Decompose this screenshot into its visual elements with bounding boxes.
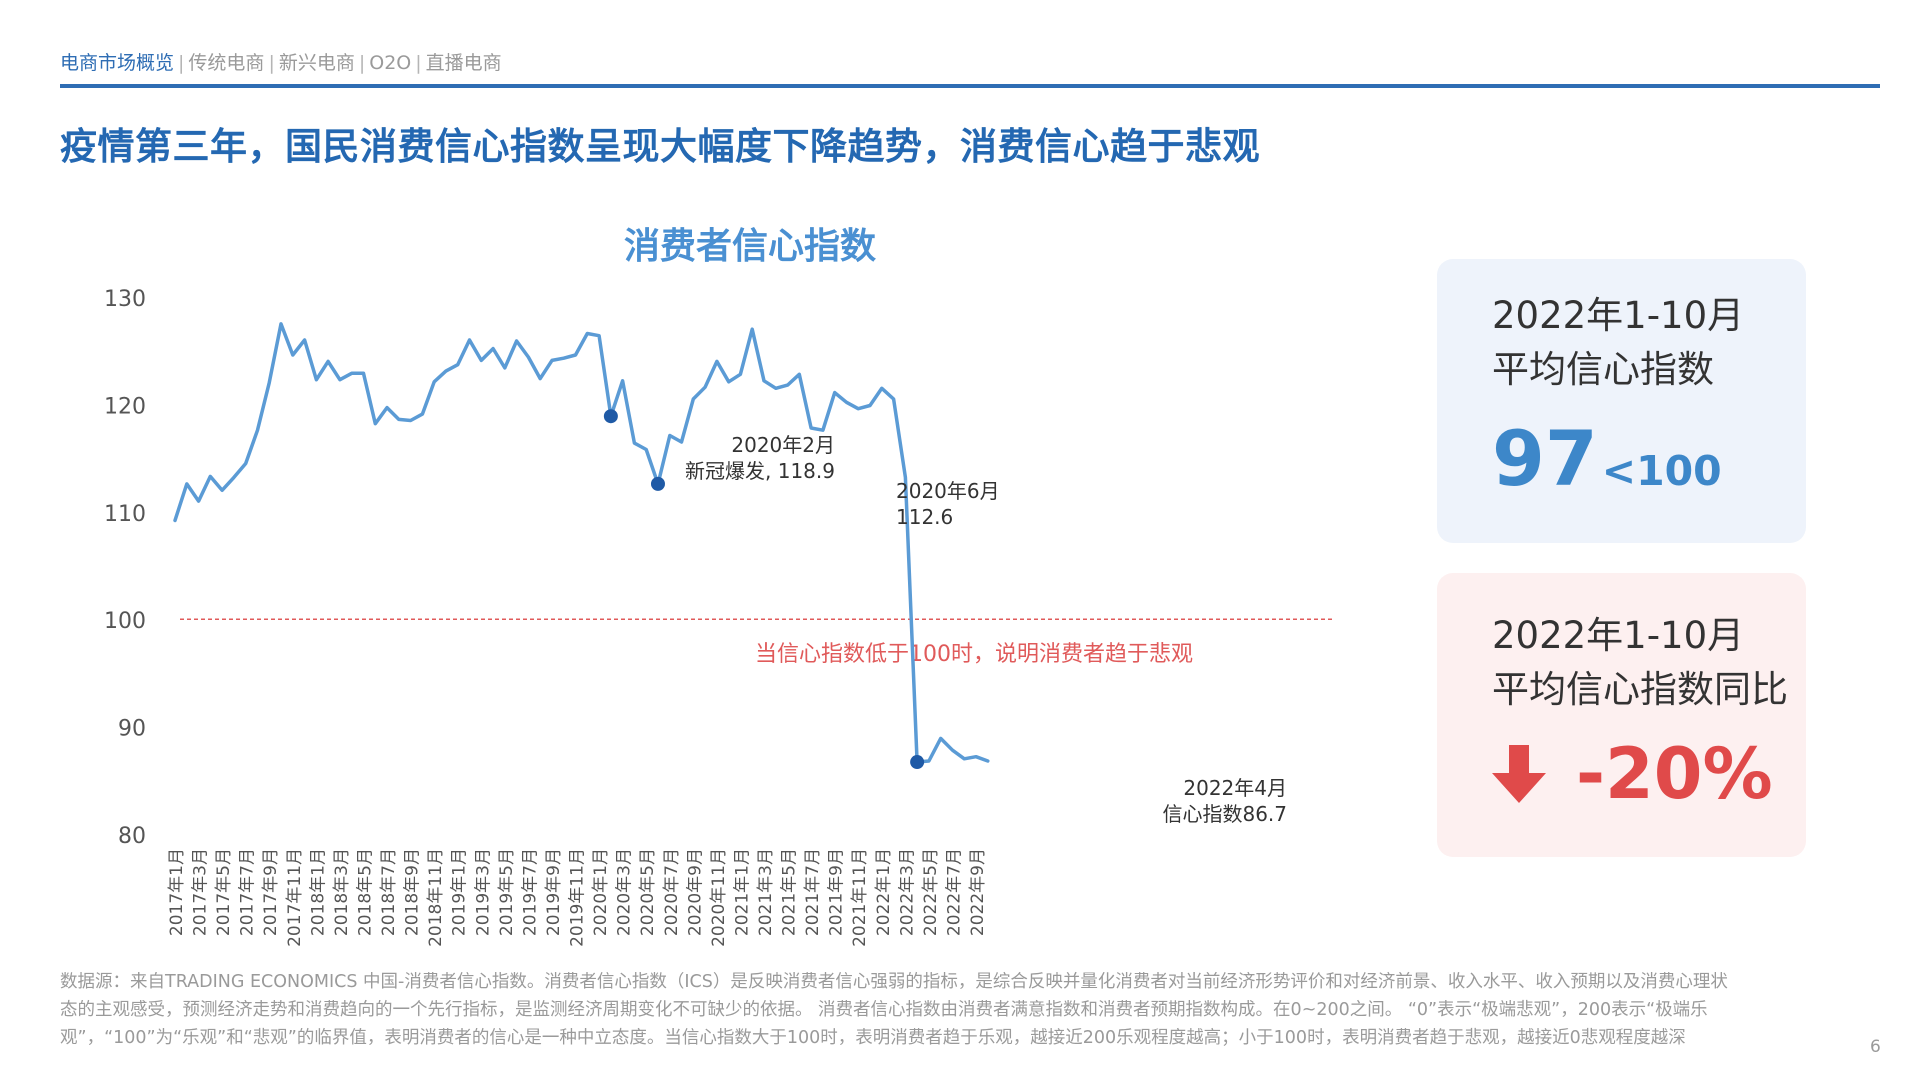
x-tick-label: 2020年11月 — [709, 848, 729, 947]
series-line — [173, 322, 990, 764]
x-tick-label: 2022年7月 — [944, 848, 964, 936]
annotation-label: 信心指数86.7 — [1162, 802, 1287, 826]
x-tick-label: 2021年3月 — [756, 848, 776, 936]
page-number: 6 — [1870, 1037, 1881, 1057]
x-tick-label: 2017年1月 — [167, 848, 187, 936]
annotation-label: 112.6 — [896, 505, 953, 529]
x-tick-label: 2018年3月 — [332, 848, 352, 936]
x-tick-label: 2022年3月 — [897, 848, 917, 936]
nav-item-4[interactable]: 直播电商 — [425, 52, 502, 74]
header-rule — [60, 84, 1880, 88]
x-tick-label: 2017年5月 — [214, 848, 234, 936]
x-tick-label: 2018年5月 — [355, 848, 375, 936]
arrow-down-icon — [1492, 745, 1546, 803]
x-tick-label: 2017年7月 — [238, 848, 258, 936]
x-tick-label: 2022年9月 — [968, 848, 988, 936]
change-card-label-line1: 2022年1-10月 — [1492, 614, 1745, 657]
average-card-label-line2: 平均信心指数 — [1492, 348, 1714, 391]
nav-separator: | — [178, 52, 185, 74]
average-index-card: 2022年1-10月 平均信心指数 97<100 — [1437, 259, 1806, 543]
annotation-label: 新冠爆发, 118.9 — [685, 459, 835, 483]
average-card-label: 2022年1-10月 平均信心指数 — [1492, 289, 1744, 397]
annotation-label: 2020年6月 — [896, 479, 1000, 503]
nav-item-3[interactable]: O2O — [369, 52, 412, 74]
x-tick-label: 2019年1月 — [450, 848, 470, 936]
x-tick-label: 2019年11月 — [568, 848, 588, 947]
nav-separator: | — [358, 52, 366, 74]
change-number: -20% — [1576, 733, 1773, 815]
nav-item-0[interactable]: 电商市场概览 — [60, 52, 175, 74]
chart-title: 消费者信心指数 — [624, 226, 876, 267]
x-tick-label: 2021年11月 — [850, 848, 870, 947]
average-value: 97<100 — [1492, 414, 1722, 503]
page-headline: 疫情第三年，国民消费信心指数呈现大幅度下降趋势，消费信心趋于悲观 — [60, 125, 1260, 168]
x-tick-label: 2020年1月 — [591, 848, 611, 936]
x-tick-label: 2020年3月 — [615, 848, 635, 936]
y-tick-label: 90 — [118, 717, 146, 742]
x-tick-label: 2017年11月 — [285, 848, 305, 947]
average-number: 97 — [1492, 414, 1598, 503]
x-tick-label: 2018年11月 — [426, 848, 446, 947]
x-tick-label: 2019年3月 — [473, 848, 493, 936]
change-value: -20% — [1492, 733, 1773, 815]
x-tick-label: 2021年1月 — [732, 848, 752, 936]
nav-separator: | — [415, 52, 422, 74]
x-tick-label: 2019年5月 — [497, 848, 517, 936]
x-tick-label: 2020年9月 — [685, 848, 705, 936]
x-tick-label: 2022年5月 — [921, 848, 941, 936]
source-note: 数据源：来自TRADING ECONOMICS 中国-消费者信心指数。消费者信心… — [60, 972, 1728, 1048]
x-tick-label: 2019年7月 — [520, 848, 540, 936]
x-tick-label: 2018年9月 — [403, 848, 423, 936]
nav-separator: | — [268, 52, 275, 74]
x-tick-label: 2017年9月 — [261, 848, 281, 936]
x-tick-label: 2021年5月 — [780, 848, 800, 936]
x-tick-label: 2021年9月 — [827, 848, 847, 936]
top-nav: 电商市场概览 | 传统电商 | 新兴电商 | O2O | 直播电商 — [60, 48, 502, 75]
nav-item-2[interactable]: 新兴电商 — [278, 52, 355, 74]
y-tick-label: 100 — [104, 609, 146, 634]
yoy-change-card: 2022年1-10月 平均信心指数同比 -20% — [1437, 573, 1806, 857]
change-card-label-line2: 平均信心指数同比 — [1492, 668, 1788, 711]
consumer-confidence-chart: 消费者信心指数 130 120 110 100 90 80 当信心指数低于100时，说明消费者… — [104, 226, 1335, 947]
x-tick-label: 2020年7月 — [662, 848, 682, 936]
x-tick-label: 2022年1月 — [874, 848, 894, 936]
annotation-label: 2020年2月 — [731, 433, 835, 457]
annotation-label: 2022年4月 — [1183, 776, 1287, 800]
x-tick-label: 2018年7月 — [379, 848, 399, 936]
x-tick-label: 2017年3月 — [191, 848, 211, 936]
y-tick-label: 110 — [104, 502, 146, 527]
y-tick-label: 120 — [104, 394, 146, 419]
annotation-point — [603, 409, 618, 424]
x-tick-label: 2020年5月 — [638, 848, 658, 936]
nav-item-1[interactable]: 传统电商 — [188, 52, 265, 74]
average-card-label-line1: 2022年1-10月 — [1492, 294, 1745, 337]
x-tick-label: 2021年7月 — [803, 848, 823, 936]
x-tick-label: 2019年9月 — [544, 848, 564, 936]
y-tick-label: 130 — [104, 287, 146, 312]
y-tick-label: 80 — [118, 824, 146, 849]
threshold-label: 当信心指数低于100时，说明消费者趋于悲观 — [755, 642, 1193, 667]
change-card-label: 2022年1-10月 平均信心指数同比 — [1492, 609, 1788, 717]
annotation-point — [650, 476, 665, 491]
average-comparison: <100 — [1601, 447, 1722, 495]
x-tick-label: 2018年1月 — [308, 848, 328, 936]
annotation-point — [910, 755, 925, 770]
